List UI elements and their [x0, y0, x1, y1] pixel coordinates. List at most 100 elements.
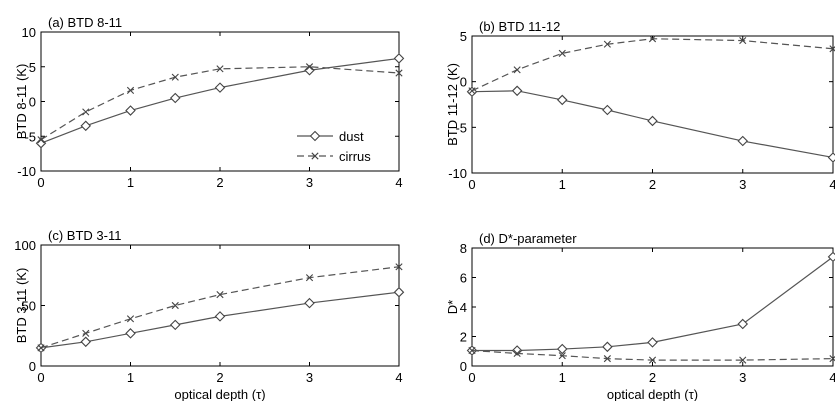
data-point-cirrus	[513, 66, 521, 74]
data-point-dust	[827, 152, 835, 163]
y-tick-label: 10	[22, 25, 36, 40]
data-point-cirrus	[739, 356, 747, 364]
x-tick-label: 3	[739, 370, 746, 385]
data-point-cirrus	[648, 356, 657, 364]
data-point-cirrus	[305, 63, 314, 71]
plot-frame	[40, 244, 400, 367]
data-point-dust	[511, 345, 523, 356]
data-point-dust	[214, 82, 226, 93]
y-tick-label: 100	[14, 238, 36, 253]
data-point-dust	[556, 94, 568, 106]
series-line-cirrus	[471, 349, 834, 361]
data-point-cirrus	[216, 291, 224, 299]
data-point-cirrus	[739, 36, 747, 45]
y-axis-title: BTD 3-11 (K)	[14, 268, 29, 344]
x-tick-label: 4	[829, 177, 835, 192]
y-tick-label: 4	[460, 300, 467, 315]
data-point-cirrus	[126, 86, 135, 94]
data-point-dust	[125, 328, 136, 339]
data-point-dust	[169, 319, 181, 331]
data-point-dust	[393, 286, 405, 298]
panel-3: 0 1 2 3 4 0 50 100 (c) BTD 3-11 BTD 3-11 (K) optic…	[14, 228, 405, 401]
y-tick-label: 0	[29, 95, 36, 110]
y-tick-label: 50	[22, 299, 36, 314]
data-point-cirrus	[468, 346, 476, 355]
panel-2: 0 1 2 3 4 -10 -5 0 5 (b) BTD 11-12 BTD 11-12 (K)	[445, 19, 835, 192]
data-point-dust	[80, 336, 92, 348]
x-axis-title: optical depth (τ)	[607, 387, 698, 401]
x-tick-label: 0	[37, 370, 44, 385]
data-point-dust	[393, 53, 405, 64]
series-line-cirrus	[471, 38, 834, 92]
x-tick-label: 2	[649, 370, 656, 385]
data-point-cirrus	[171, 73, 179, 81]
y-axis-title: BTD 11-12 (K)	[445, 63, 460, 146]
legend-marker-dust	[309, 130, 321, 142]
data-point-cirrus	[395, 263, 403, 271]
data-point-dust	[602, 341, 613, 353]
data-point-cirrus	[558, 49, 566, 57]
x-tick-label: 0	[468, 177, 475, 192]
data-point-dust	[511, 85, 523, 97]
data-point-cirrus	[468, 87, 476, 95]
x-axis-title: optical depth (τ)	[174, 387, 265, 401]
legend-marker-cirrus	[311, 152, 319, 160]
x-tick-label: 0	[37, 175, 44, 190]
x-tick-label: 1	[127, 370, 134, 385]
panel-title: (d) D*-parameter	[479, 231, 577, 246]
x-tick-label: 3	[739, 177, 746, 192]
y-tick-label: 5	[29, 60, 36, 75]
legend-label-cirrus: cirrus	[339, 149, 371, 164]
data-point-cirrus	[603, 355, 611, 363]
panel-4: 0 1 2 3 4 0 2 4 6 8 (d) D*-parameter D* optical dept…	[445, 231, 835, 401]
data-point-cirrus	[37, 136, 45, 144]
series-line-dust	[472, 256, 834, 352]
data-point-dust	[214, 311, 226, 322]
x-tick-label: 2	[216, 370, 223, 385]
data-point-dust	[647, 337, 658, 348]
y-tick-label: 2	[460, 330, 467, 345]
data-point-dust	[602, 104, 613, 116]
x-tick-label: 1	[127, 175, 134, 190]
data-point-dust	[737, 135, 749, 147]
panel-title: (b) BTD 11-12	[479, 19, 560, 34]
y-tick-label: -5	[455, 120, 467, 135]
data-point-dust	[647, 115, 658, 127]
data-point-cirrus	[513, 349, 521, 358]
data-point-dust	[80, 120, 92, 132]
panel-title: (a) BTD 8-11	[48, 15, 122, 30]
legend: dust cirrus	[297, 129, 371, 164]
data-point-cirrus	[829, 45, 835, 53]
y-tick-label: 6	[460, 271, 467, 286]
data-point-cirrus	[37, 344, 45, 352]
x-tick-label: 1	[559, 177, 566, 192]
x-tick-label: 2	[649, 177, 656, 192]
data-point-dust	[169, 92, 181, 104]
data-point-dust	[35, 137, 47, 149]
data-point-cirrus	[171, 301, 179, 310]
data-point-cirrus	[305, 274, 314, 282]
y-tick-label: 8	[460, 241, 467, 256]
data-point-cirrus	[82, 329, 90, 337]
data-point-cirrus	[82, 108, 90, 116]
y-tick-label: -10	[448, 166, 467, 181]
panel-1: 0 1 2 3 4 -10 -5 0 5 10 (a) BTD 8-11 BTD 8-11 (K) du…	[14, 15, 405, 190]
plot-frame	[471, 35, 834, 174]
y-axis-title: D*	[445, 300, 460, 314]
x-tick-label: 4	[395, 370, 402, 385]
data-point-cirrus	[648, 35, 657, 43]
data-point-cirrus	[216, 65, 224, 73]
y-tick-label: 0	[460, 75, 467, 90]
x-tick-label: 2	[216, 175, 223, 190]
data-point-dust	[466, 86, 478, 97]
data-point-dust	[827, 251, 835, 263]
x-tick-label: 0	[468, 370, 475, 385]
legend-label-dust: dust	[339, 129, 364, 144]
data-point-cirrus	[829, 355, 835, 363]
x-tick-label: 4	[395, 175, 402, 190]
data-point-dust	[304, 64, 315, 76]
data-point-dust	[125, 105, 136, 116]
x-tick-label: 3	[306, 175, 313, 190]
y-tick-label: 0	[460, 359, 467, 374]
